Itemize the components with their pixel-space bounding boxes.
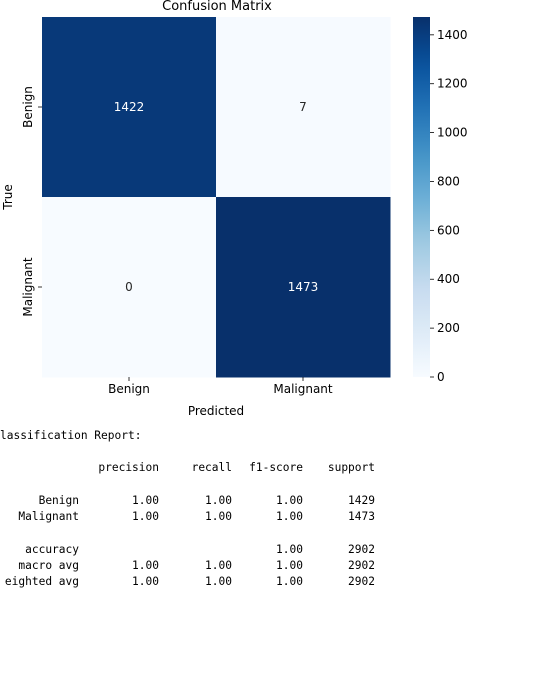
row-support: 1429 xyxy=(348,494,375,507)
colorbar-tick-label: 600 xyxy=(437,223,460,237)
summary-recall: 1.00 xyxy=(205,575,232,588)
row-support: 1473 xyxy=(348,510,375,523)
colorbar-tick-label: 1400 xyxy=(437,28,468,42)
y-axis-label: True xyxy=(1,184,15,211)
heatmap-cell xyxy=(42,17,217,198)
header-recall: recall xyxy=(191,461,232,474)
heatmap-cell xyxy=(42,197,217,378)
header-f1-score: f1-score xyxy=(249,461,303,474)
colorbar-tick-label: 0 xyxy=(437,370,445,384)
row-precision: 1.00 xyxy=(132,510,159,523)
report-row: Benign 1.00 1.00 1.00 1429 xyxy=(0,493,545,509)
x-tick-label: Malignant xyxy=(273,382,333,396)
report-header-row: precision recall f1-score support xyxy=(0,460,545,476)
x-tick-label: Benign xyxy=(108,382,150,396)
chart-title: Confusion Matrix xyxy=(162,0,272,14)
row-label: Malignant xyxy=(18,510,79,523)
cell-value-label: 0 xyxy=(125,280,133,294)
row-label: Benign xyxy=(38,494,79,507)
colorbar-tick-label: 1000 xyxy=(437,126,468,140)
confusion-matrix-chart: Confusion Matrix 1422 7 0 1473 Benign Malignan… xyxy=(1,0,468,418)
colorbar-tick-label: 800 xyxy=(437,174,460,188)
summary-support: 2902 xyxy=(348,543,375,556)
y-tick-label: Benign xyxy=(21,86,35,128)
summary-precision: 1.00 xyxy=(132,559,159,572)
summary-support: 2902 xyxy=(348,575,375,588)
summary-precision: 1.00 xyxy=(132,575,159,588)
summary-label: eighted avg xyxy=(4,575,79,588)
header-precision: precision xyxy=(98,461,159,474)
report-summary-row: macro avg 1.00 1.00 1.00 2902 xyxy=(0,558,545,574)
heatmap-cell xyxy=(216,17,391,198)
summary-support: 2902 xyxy=(348,559,375,572)
heatmap-cell xyxy=(216,197,391,378)
row-f1: 1.00 xyxy=(276,494,303,507)
report-heading: lassification Report: xyxy=(0,429,142,442)
report-summary-row: eighted avg 1.00 1.00 1.00 2902 xyxy=(0,574,545,590)
row-precision: 1.00 xyxy=(132,494,159,507)
x-axis-label: Predicted xyxy=(188,404,244,418)
cell-value-label: 1422 xyxy=(114,100,145,114)
summary-recall: 1.00 xyxy=(205,559,232,572)
header-support: support xyxy=(327,461,375,474)
classification-report: lassification Report: precision recall f… xyxy=(0,428,545,607)
colorbar-tick-label: 400 xyxy=(437,272,460,286)
summary-label: accuracy xyxy=(25,543,79,556)
report-row: Malignant 1.00 1.00 1.00 1473 xyxy=(0,509,545,525)
report-summary-row: accuracy 1.00 2902 xyxy=(0,542,545,558)
y-tick-label: Malignant xyxy=(21,257,35,317)
colorbar-tick-label: 200 xyxy=(437,321,460,335)
row-f1: 1.00 xyxy=(276,510,303,523)
summary-f1: 1.00 xyxy=(276,543,303,556)
summary-label: macro avg xyxy=(18,559,79,572)
colorbar-tick-label: 1200 xyxy=(437,77,468,91)
cell-value-label: 7 xyxy=(299,100,307,114)
summary-f1: 1.00 xyxy=(276,575,303,588)
row-recall: 1.00 xyxy=(205,510,232,523)
cell-value-label: 1473 xyxy=(288,280,319,294)
summary-f1: 1.00 xyxy=(276,559,303,572)
row-recall: 1.00 xyxy=(205,494,232,507)
colorbar xyxy=(413,17,430,377)
